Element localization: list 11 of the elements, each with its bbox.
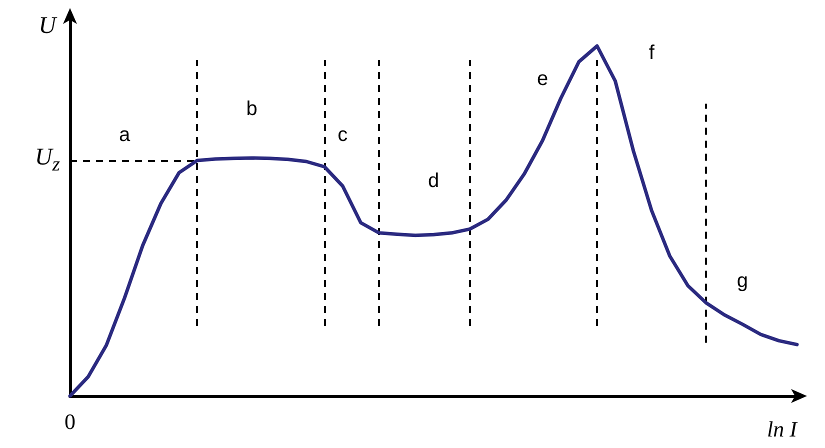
annotation: c [338, 124, 348, 146]
annotation: d [428, 170, 440, 192]
annotation: e [536, 68, 548, 90]
x-axis-title: ln I [767, 416, 799, 442]
annotation: g [736, 270, 748, 292]
y-axis-title: U [38, 13, 58, 39]
annotation: f [648, 42, 654, 64]
text: 0 [64, 409, 76, 434]
annotation: b [246, 98, 258, 120]
annotation: a [118, 124, 130, 146]
ref-line-label: U$_{z}$ [34, 145, 60, 176]
